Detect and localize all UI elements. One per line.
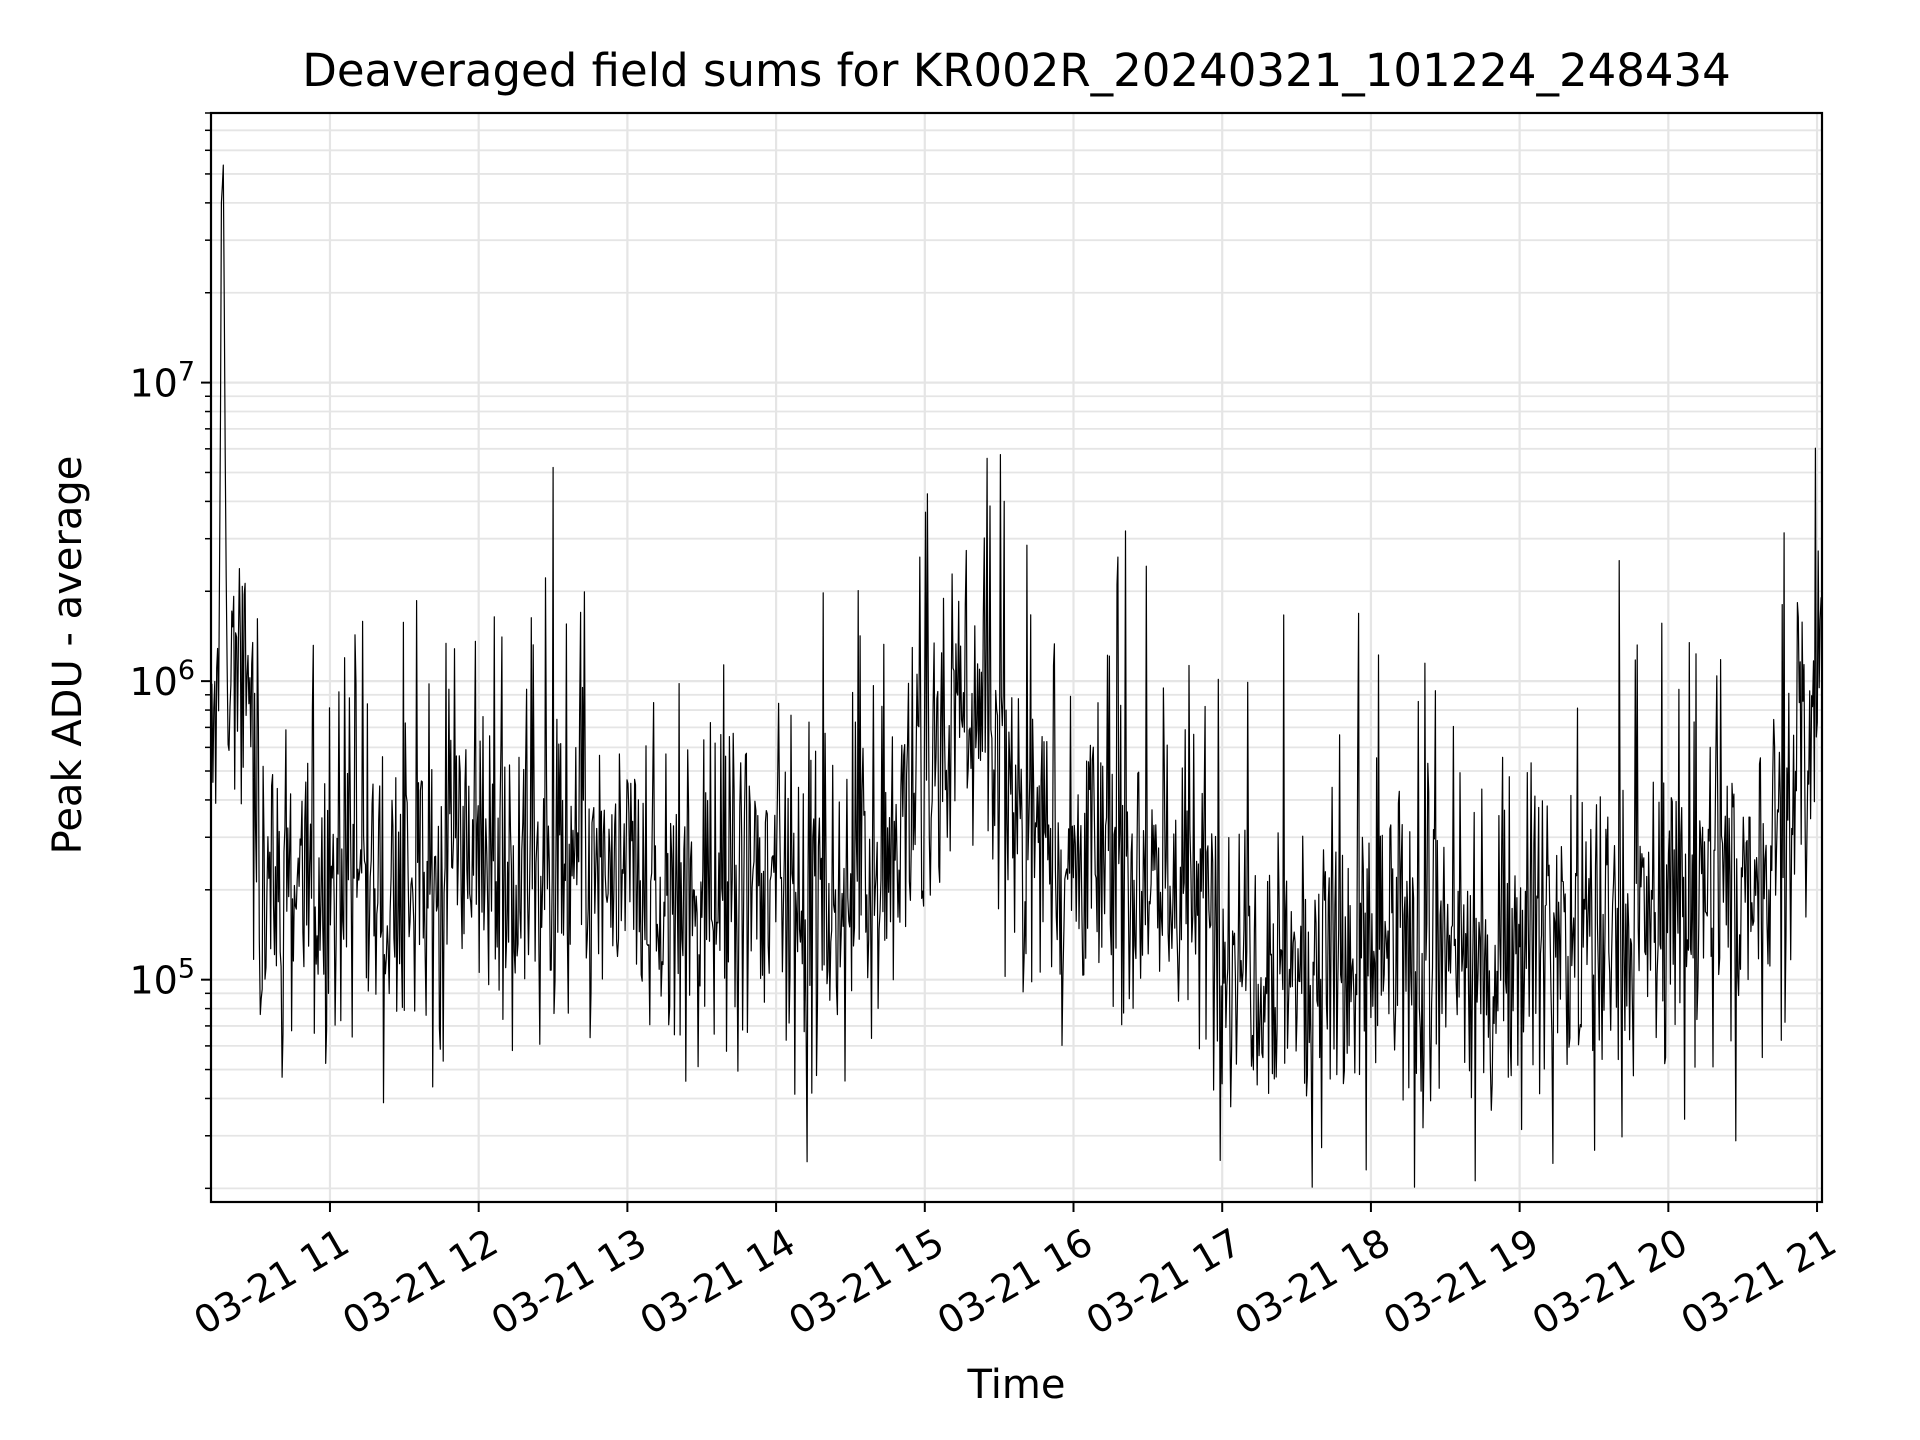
data-series: [210, 164, 1823, 1188]
axis-ticks: [201, 112, 1819, 1212]
y-tick-label: 107: [129, 357, 195, 406]
x-tick-label: 03-21 16: [930, 1220, 1100, 1344]
series-line: [210, 164, 1823, 1188]
x-tick-label: 03-21 12: [335, 1220, 505, 1344]
x-axis-label: Time: [967, 1362, 1066, 1408]
x-tick-label: 03-21 19: [1376, 1220, 1546, 1344]
x-tick-label: 03-21 14: [633, 1220, 803, 1344]
x-tick-label: 03-21 18: [1227, 1220, 1397, 1344]
x-tick-label: 03-21 21: [1674, 1220, 1844, 1344]
y-tick-label: 106: [129, 655, 195, 704]
grid-lines: [211, 112, 1822, 1202]
chart-title: Deaveraged field sums for KR002R_2024032…: [302, 44, 1731, 97]
y-axis-label: Peak ADU - average: [45, 455, 91, 855]
x-tick-label: 03-21 15: [781, 1220, 951, 1344]
x-tick-label: 03-21 13: [484, 1220, 654, 1344]
plot-frame: [209, 111, 1824, 1204]
y-tick-label: 105: [129, 954, 195, 1003]
x-tick-label: 03-21 17: [1079, 1220, 1249, 1344]
x-tick-label: 03-21 11: [186, 1220, 356, 1344]
x-tick-label: 03-21 20: [1525, 1220, 1695, 1344]
